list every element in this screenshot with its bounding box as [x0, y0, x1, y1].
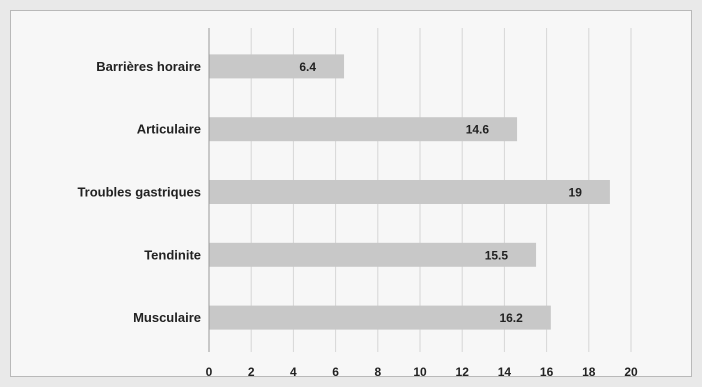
bar [209, 180, 610, 204]
x-tick-label: 14 [498, 365, 512, 379]
bar [209, 54, 345, 79]
x-tick-label: 8 [374, 365, 381, 379]
bars [209, 54, 610, 330]
x-tick-label: 10 [413, 365, 427, 379]
x-tick-label: 2 [248, 365, 255, 379]
x-axis-ticks: 0 2 4 6 8 10 12 14 16 18 20 [206, 365, 638, 379]
category-label: Musculaire [133, 310, 201, 325]
x-tick-label: 6 [332, 365, 339, 379]
x-tick-label: 20 [624, 365, 638, 379]
category-labels: Barrières horaire Articulaire Troubles gas… [77, 59, 201, 325]
data-label: 14.6 [466, 123, 490, 137]
bar [209, 242, 537, 267]
data-label: 16.2 [499, 311, 523, 325]
bar [209, 117, 518, 142]
category-label: Troubles gastriques [77, 185, 201, 200]
x-tick-label: 0 [206, 365, 213, 379]
category-label: Articulaire [137, 122, 201, 137]
data-label: 15.5 [485, 248, 509, 262]
category-label: Barrières horaire [96, 59, 201, 74]
x-tick-label: 18 [582, 365, 596, 379]
x-tick-label: 16 [540, 365, 554, 379]
data-labels: 6.4 14.6 19 15.5 16.2 [299, 60, 582, 325]
category-label: Tendinite [144, 247, 201, 262]
bar [209, 305, 551, 330]
data-label: 19 [569, 186, 583, 200]
x-tick-label: 12 [456, 365, 470, 379]
data-label: 6.4 [299, 60, 316, 74]
x-tick-label: 4 [290, 365, 297, 379]
